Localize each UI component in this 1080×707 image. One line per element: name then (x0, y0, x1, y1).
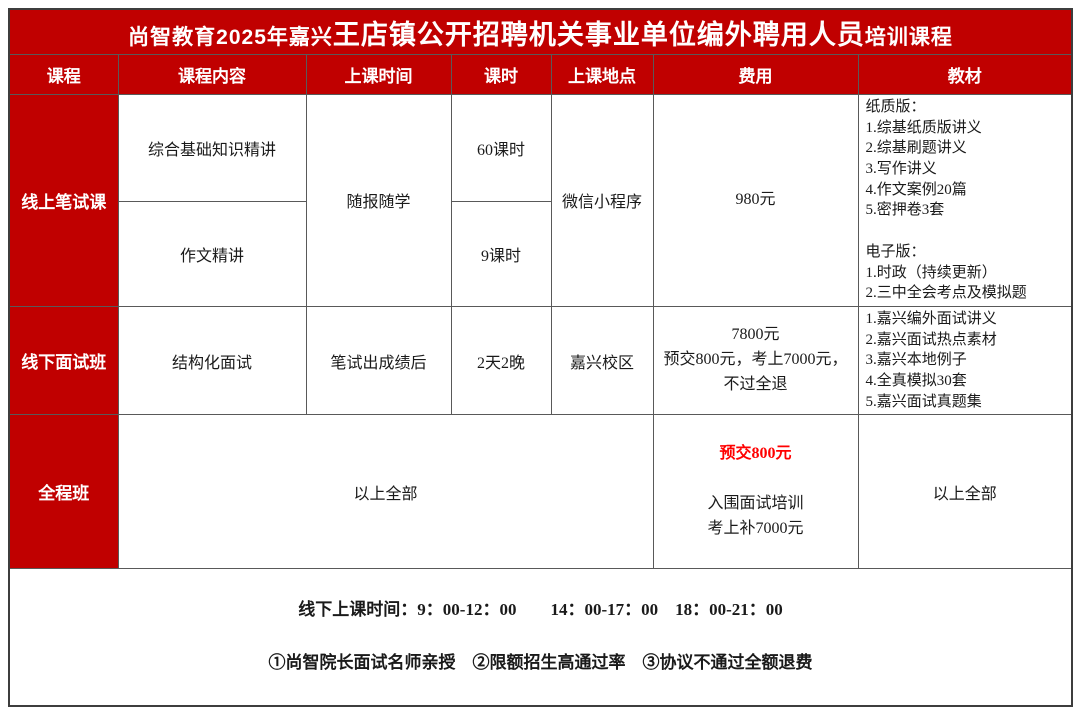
cell-section2-fee: 7800元 预交800元，考上7000元， 不过全退 (652, 305, 859, 416)
cell-section1-content-1: 综合基础知识精讲 (117, 94, 307, 202)
cell-section3-name: 全程班 (8, 414, 119, 570)
header-row: 课程 课程内容 上课时间 课时 上课地点 费用 教材 (8, 54, 1073, 95)
title-prefix: 尚智教育2025年嘉兴 (128, 25, 333, 49)
footer-schedule-line: 线下上课时间：9：00-12：00 14：00-17：00 18：00-21：0… (298, 600, 783, 620)
course-table: 尚智教育2025年嘉兴王店镇公开招聘机关事业单位编外聘用人员培训课程 课程 课程… (8, 8, 1074, 707)
cell-section3-materials: 以上全部 (857, 414, 1073, 570)
cell-section2-hours: 2天2晚 (450, 305, 552, 416)
footer-benefits-line: ①尚智院长面试名师亲授 ②限额招生高通过率 ③协议不通过全额退费 (268, 653, 813, 673)
cell-section1-content-2: 作文精讲 (117, 200, 307, 307)
fee-highlight-text: 预交800元 (719, 445, 792, 463)
page-title: 尚智教育2025年嘉兴王店镇公开招聘机关事业单位编外聘用人员培训课程 (8, 8, 1073, 55)
col-header-time: 上课时间 (305, 54, 452, 95)
cell-section1-name: 线上笔试课 (8, 94, 119, 307)
title-suffix: 培训课程 (864, 25, 953, 49)
footer-notes: 线下上课时间：9：00-12：00 14：00-17：00 18：00-21：0… (8, 568, 1073, 707)
table-row-online-2: 作文精讲 9课时 (9, 200, 1072, 307)
table-row-interview: 线下面试班 结构化面试 笔试出成绩后 2天2晚 嘉兴校区 7800元 预交800… (8, 305, 1073, 416)
cell-section1-fee: 980元 (652, 94, 859, 307)
cell-section2-time: 笔试出成绩后 (305, 305, 452, 416)
fee-rest-text: 入围面试培训 考上补7000元 (707, 494, 804, 537)
cell-section2-name: 线下面试班 (8, 305, 119, 416)
cell-section1-time: 随报随学 (305, 94, 452, 307)
cell-section1-hours-1: 60课时 (450, 94, 552, 202)
cell-section3-fee: 预交800元 入围面试培训 考上补7000元 (652, 414, 859, 570)
col-header-location: 上课地点 (550, 54, 654, 95)
cell-section1-materials: 纸质版： 1.综基纸质版讲义 2.综基刷题讲义 3.写作讲义 4.作文案例20篇… (857, 94, 1073, 307)
col-header-course: 课程 (8, 54, 119, 95)
table-row-full-program: 全程班 以上全部 预交800元 入围面试培训 考上补7000元 以上全部 (8, 414, 1073, 570)
col-header-hours: 课时 (450, 54, 552, 95)
cell-section3-content: 以上全部 (117, 414, 654, 570)
cell-section1-location: 微信小程序 (550, 94, 654, 307)
cell-section2-location: 嘉兴校区 (550, 305, 654, 416)
footer-row: 线下上课时间：9：00-12：00 14：00-17：00 18：00-21：0… (8, 568, 1073, 707)
title-row: 尚智教育2025年嘉兴王店镇公开招聘机关事业单位编外聘用人员培训课程 (8, 8, 1073, 55)
page: 尚智教育2025年嘉兴王店镇公开招聘机关事业单位编外聘用人员培训课程 课程 课程… (8, 8, 1074, 707)
col-header-materials: 教材 (857, 54, 1073, 95)
col-header-content: 课程内容 (117, 54, 307, 95)
cell-section2-materials: 1.嘉兴编外面试讲义 2.嘉兴面试热点素材 3.嘉兴本地例子 4.全真模拟30套… (857, 305, 1073, 416)
cell-section2-content: 结构化面试 (117, 305, 307, 416)
table-row-online-1: 线上笔试课 综合基础知识精讲 随报随学 60课时 微信小程序 980元 纸质版：… (8, 94, 1073, 307)
title-main: 王店镇公开招聘机关事业单位编外聘用人员 (332, 19, 865, 50)
col-header-fee: 费用 (652, 54, 859, 95)
cell-section1-hours-2: 9课时 (450, 200, 552, 307)
